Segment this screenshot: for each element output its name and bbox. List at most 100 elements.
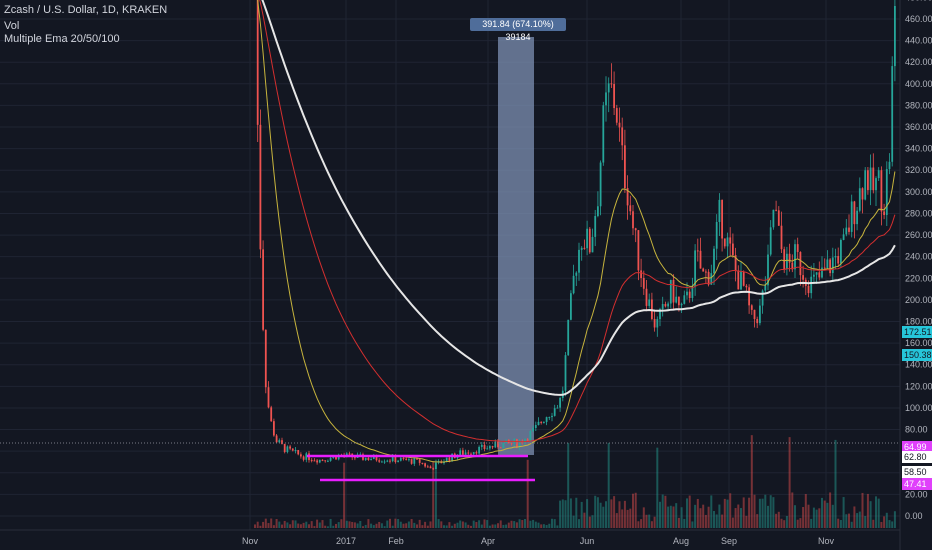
candle-body	[848, 227, 850, 232]
candle-body	[375, 455, 378, 461]
volume-bar	[359, 520, 362, 528]
candle-body	[605, 92, 607, 106]
volume-bar	[335, 523, 337, 528]
candle-body	[748, 287, 750, 306]
volume-bar	[815, 509, 818, 528]
candle-body	[721, 199, 723, 239]
volume-bar	[853, 506, 856, 528]
candle-body	[672, 279, 675, 303]
candle-body	[556, 407, 559, 409]
volume-bar	[556, 525, 559, 528]
volume-bar	[483, 519, 486, 528]
volume-bar	[259, 525, 262, 528]
candle-body	[510, 442, 513, 444]
candle-body	[664, 304, 667, 307]
indicator-label: Multiple Ema 20/50/100	[4, 33, 120, 45]
volume-bar	[264, 518, 267, 528]
candle-body	[718, 199, 721, 223]
volume-bar	[675, 503, 678, 528]
grid	[0, 0, 900, 530]
candle-body	[281, 440, 283, 444]
price-tick-label: 140.00	[905, 360, 932, 370]
volume-bar	[629, 508, 632, 528]
candle-body	[621, 127, 624, 146]
volume-bar	[632, 493, 634, 528]
volume-bar	[529, 520, 532, 528]
volume-bar	[383, 526, 386, 528]
volume-bar	[461, 521, 464, 528]
volume-bar	[445, 525, 448, 528]
volume-bar	[337, 522, 340, 528]
volume-bar	[785, 515, 788, 528]
volume-bar	[407, 521, 410, 528]
volume-bar	[380, 523, 383, 528]
volume-bar	[691, 521, 694, 528]
volume-bar	[710, 495, 713, 528]
candle-body	[580, 247, 583, 250]
volume-bar	[615, 513, 618, 528]
candle-body	[815, 272, 818, 275]
volume-bar	[775, 513, 778, 528]
volume-bar	[494, 524, 497, 528]
candle-body	[840, 239, 842, 264]
volume-bar	[345, 520, 348, 528]
volume-bar	[278, 521, 281, 528]
candle-body	[545, 417, 548, 422]
candle-body	[364, 457, 367, 460]
volume-bar	[812, 507, 815, 528]
price-tick-label: 320.00	[905, 165, 932, 175]
volume-bar	[410, 519, 413, 528]
candle-body	[842, 234, 845, 240]
volume-bar	[664, 495, 667, 528]
candle-body	[702, 268, 705, 272]
time-tick-label: Sep	[721, 536, 737, 546]
candle-body	[699, 250, 702, 269]
volume-bar	[486, 520, 489, 528]
candle-body	[723, 238, 726, 247]
volume-bar	[332, 525, 335, 528]
volume-bar	[542, 524, 545, 528]
volume-bar	[540, 524, 543, 528]
candle-body	[553, 408, 556, 416]
candle-body	[732, 243, 734, 256]
volume-bar	[699, 508, 702, 528]
candle-body	[354, 457, 356, 459]
volume-bar	[308, 524, 310, 528]
volume-bar	[842, 497, 845, 528]
volume-bar	[491, 524, 494, 528]
volume-bar	[661, 494, 664, 528]
volume-bar	[780, 518, 783, 528]
volume-bar	[532, 519, 535, 528]
price-tag: 150.38	[902, 349, 932, 361]
candle-body	[294, 450, 297, 452]
volume-bar	[356, 523, 359, 528]
volume-bar	[702, 504, 705, 528]
candle-body	[483, 444, 486, 449]
candle-body	[740, 271, 742, 290]
volume-bar	[391, 525, 394, 528]
candle-body	[888, 161, 891, 170]
volume-bar	[645, 514, 648, 528]
volume-bar	[704, 514, 707, 528]
volume-bar	[777, 511, 780, 528]
candle-body	[526, 439, 529, 441]
candle-body	[583, 247, 586, 249]
volume-bar	[270, 518, 273, 528]
volume-bar	[575, 497, 578, 528]
volume-bar	[564, 500, 567, 528]
candle-body	[480, 444, 483, 447]
candle-body	[745, 285, 748, 288]
candlesticks	[256, 0, 896, 471]
candle-body	[548, 417, 551, 419]
volume-bar	[475, 522, 478, 528]
volume-bar	[802, 507, 805, 528]
volume-bar	[788, 437, 791, 528]
volume-bar	[286, 522, 289, 528]
candle-body	[381, 461, 383, 463]
volume-bar	[586, 499, 589, 528]
volume-bar	[424, 521, 427, 528]
measure-range-box[interactable]	[498, 37, 534, 455]
